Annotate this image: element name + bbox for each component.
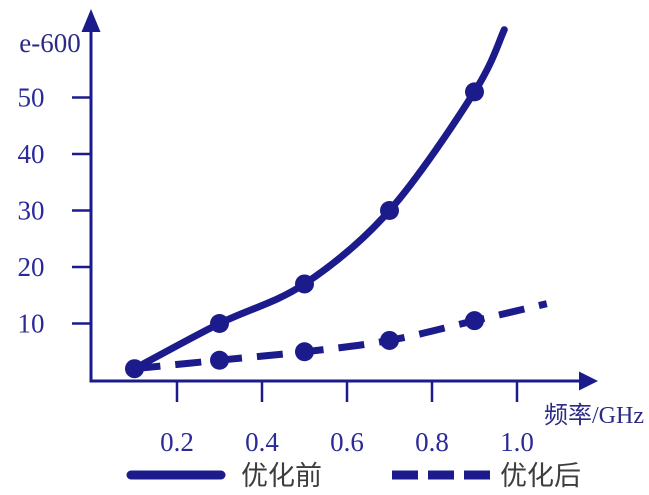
x-axis-arrow-icon — [579, 371, 598, 391]
axes — [81, 9, 598, 391]
legend-label-after-optimization: 优化后 — [500, 461, 581, 490]
x-tick-label: 1.0 — [500, 427, 534, 457]
data-point-marker — [210, 314, 229, 333]
y-tick-label: 50 — [18, 83, 45, 113]
y-tick-label: 20 — [18, 252, 45, 282]
y-tick-label: 10 — [18, 309, 45, 339]
y-tick-label: 40 — [18, 139, 45, 169]
x-tick-label: 0.6 — [330, 427, 364, 457]
x-tick-label: 0.2 — [160, 427, 194, 457]
x-axis-label: 频率/GHz — [544, 402, 644, 429]
data-point-marker — [465, 311, 484, 331]
data-point-marker — [380, 201, 399, 220]
data-point-marker — [210, 350, 229, 370]
data-point-marker — [295, 274, 314, 294]
series-line-before-optimization — [131, 26, 508, 373]
y-axis-unit-label: e-600 — [19, 28, 80, 58]
data-point-marker — [465, 82, 484, 102]
legend: 优化前 优化后 — [126, 461, 581, 491]
data-point-marker — [380, 330, 399, 350]
y-axis-arrow-icon — [81, 9, 101, 32]
legend-label-before-optimization: 优化前 — [241, 461, 322, 490]
y-tick-label: 30 — [18, 196, 45, 226]
x-tick-label: 0.4 — [245, 427, 279, 457]
x-tick-label: 0.8 — [415, 427, 449, 457]
data-point-marker — [295, 342, 314, 362]
axis-ticks: 10 20 30 40 50 0.2 0.4 0.6 0.8 1.0 — [18, 83, 534, 458]
data-series — [125, 26, 548, 379]
